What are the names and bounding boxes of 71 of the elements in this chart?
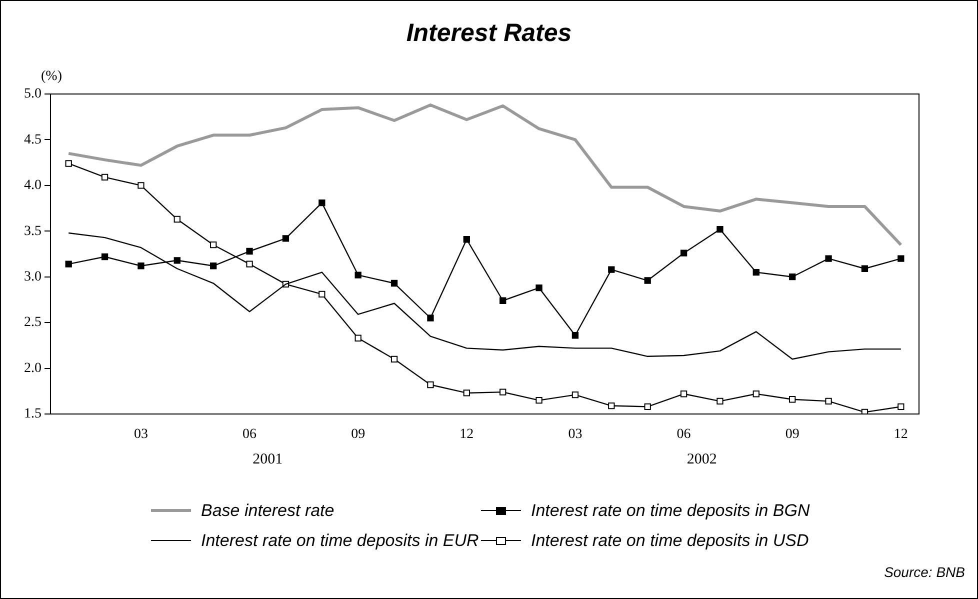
point	[608, 402, 615, 410]
x-tick-label: 03	[134, 427, 148, 442]
chart-title: Interest Rates	[405, 19, 573, 48]
point	[463, 236, 470, 243]
point	[390, 356, 398, 362]
point	[825, 398, 832, 405]
x-tick-label: 06	[242, 427, 257, 442]
point	[536, 284, 542, 292]
point	[536, 396, 542, 404]
point	[318, 290, 326, 298]
point	[390, 280, 398, 287]
point	[898, 255, 904, 262]
point	[65, 160, 72, 167]
point	[752, 268, 760, 276]
point	[210, 262, 217, 270]
point	[282, 235, 290, 242]
x-tick-label: 06	[676, 427, 691, 442]
point	[789, 396, 796, 403]
y-tick-label: 2.0	[24, 360, 42, 376]
point	[825, 255, 832, 262]
y-tick-label: 2.5	[24, 315, 42, 330]
legend-label: Base interest rate	[201, 501, 334, 521]
x-tick-label: 12	[894, 427, 908, 442]
point	[572, 391, 579, 398]
legend-label: Interest rate on time deposits in BGN	[531, 501, 810, 521]
point	[572, 332, 579, 339]
y-tick-label: 4.5	[24, 132, 42, 148]
x-tick-label: 09	[785, 427, 800, 442]
point	[752, 390, 760, 398]
point	[138, 262, 144, 270]
point	[463, 390, 470, 396]
legend-label: Interest rate on time deposits in USD	[531, 531, 809, 551]
x-tick-label: 12	[460, 427, 474, 442]
text: 2002	[686, 451, 717, 468]
point	[174, 257, 180, 264]
point	[500, 297, 506, 304]
point	[644, 403, 651, 410]
point	[210, 242, 217, 248]
point	[174, 216, 180, 223]
point	[101, 253, 108, 260]
x-tick-label: 09	[351, 427, 366, 442]
point	[246, 260, 253, 268]
point	[680, 390, 688, 398]
legend-label: Interest rate on time deposits in EUR	[201, 531, 479, 551]
source-note: Source: BNB	[884, 564, 965, 580]
point	[716, 398, 724, 405]
x-tick-label: 03	[568, 427, 582, 442]
point	[138, 182, 144, 189]
y-tick-label: 4.0	[24, 178, 42, 194]
point	[608, 266, 615, 273]
point	[898, 403, 904, 410]
point	[246, 248, 253, 255]
point	[65, 260, 72, 268]
point	[644, 277, 651, 284]
text: 2001	[252, 451, 283, 468]
point	[861, 265, 868, 272]
point	[354, 334, 362, 342]
y-axis-title: (%)	[41, 69, 62, 85]
point	[716, 226, 724, 233]
y-tick-label: 5.0	[24, 86, 42, 102]
point	[354, 272, 362, 278]
point	[427, 381, 434, 388]
point	[318, 199, 326, 206]
point	[427, 314, 434, 322]
y-tick-label: 3.0	[24, 270, 42, 285]
y-tick-label: 3.5	[24, 224, 42, 239]
point	[680, 250, 688, 256]
point	[500, 388, 506, 396]
point	[101, 174, 108, 181]
point	[789, 274, 796, 280]
y-tick-label: 1.5	[24, 406, 42, 422]
